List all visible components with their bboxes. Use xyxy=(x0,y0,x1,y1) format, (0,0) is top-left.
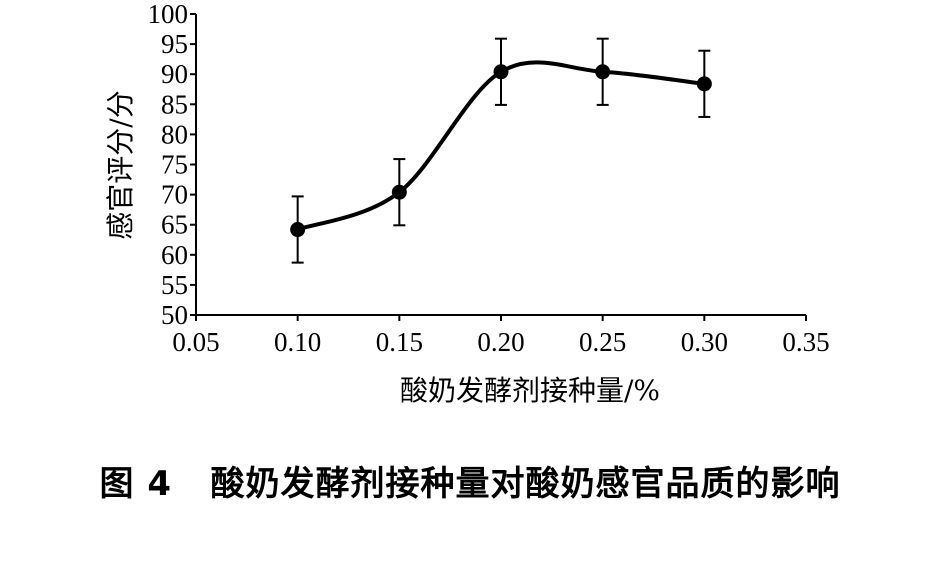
y-tick-label: 50 xyxy=(161,300,188,330)
data-point xyxy=(696,76,712,92)
data-point xyxy=(290,222,306,238)
x-tick-label: 0.30 xyxy=(681,327,728,357)
y-axis-title: 感官评分/分 xyxy=(104,90,137,239)
data-point xyxy=(391,184,407,200)
y-tick-label: 65 xyxy=(161,210,188,240)
y-tick-label: 75 xyxy=(161,150,188,180)
y-tick-label: 100 xyxy=(148,0,189,29)
x-tick-label: 0.25 xyxy=(579,327,626,357)
data-markers xyxy=(290,64,712,238)
x-axis-title: 酸奶发酵剂接种量/% xyxy=(400,374,660,407)
y-tick-label: 90 xyxy=(161,59,188,89)
data-point xyxy=(493,64,509,80)
y-tick-label: 60 xyxy=(161,240,188,270)
x-tick-label: 0.20 xyxy=(477,327,524,357)
data-point xyxy=(595,64,611,80)
figure-caption-text: 酸奶发酵剂接种量对酸奶感官品质的影响 xyxy=(210,464,841,504)
x-tick-label: 0.15 xyxy=(376,327,423,357)
figure-caption: 图 4 酸奶发酵剂接种量对酸奶感官品质的影响 xyxy=(0,456,940,505)
y-tick-label: 80 xyxy=(161,119,188,149)
figure-caption-label: 图 4 xyxy=(99,464,172,504)
y-tick-label: 85 xyxy=(161,89,188,119)
x-tick-label: 0.05 xyxy=(172,327,219,357)
y-tick-label: 95 xyxy=(161,29,188,59)
x-tick-label: 0.10 xyxy=(274,327,321,357)
y-tick-label: 55 xyxy=(161,270,188,300)
x-tick-label: 0.35 xyxy=(782,327,829,357)
y-tick-label: 70 xyxy=(161,180,188,210)
